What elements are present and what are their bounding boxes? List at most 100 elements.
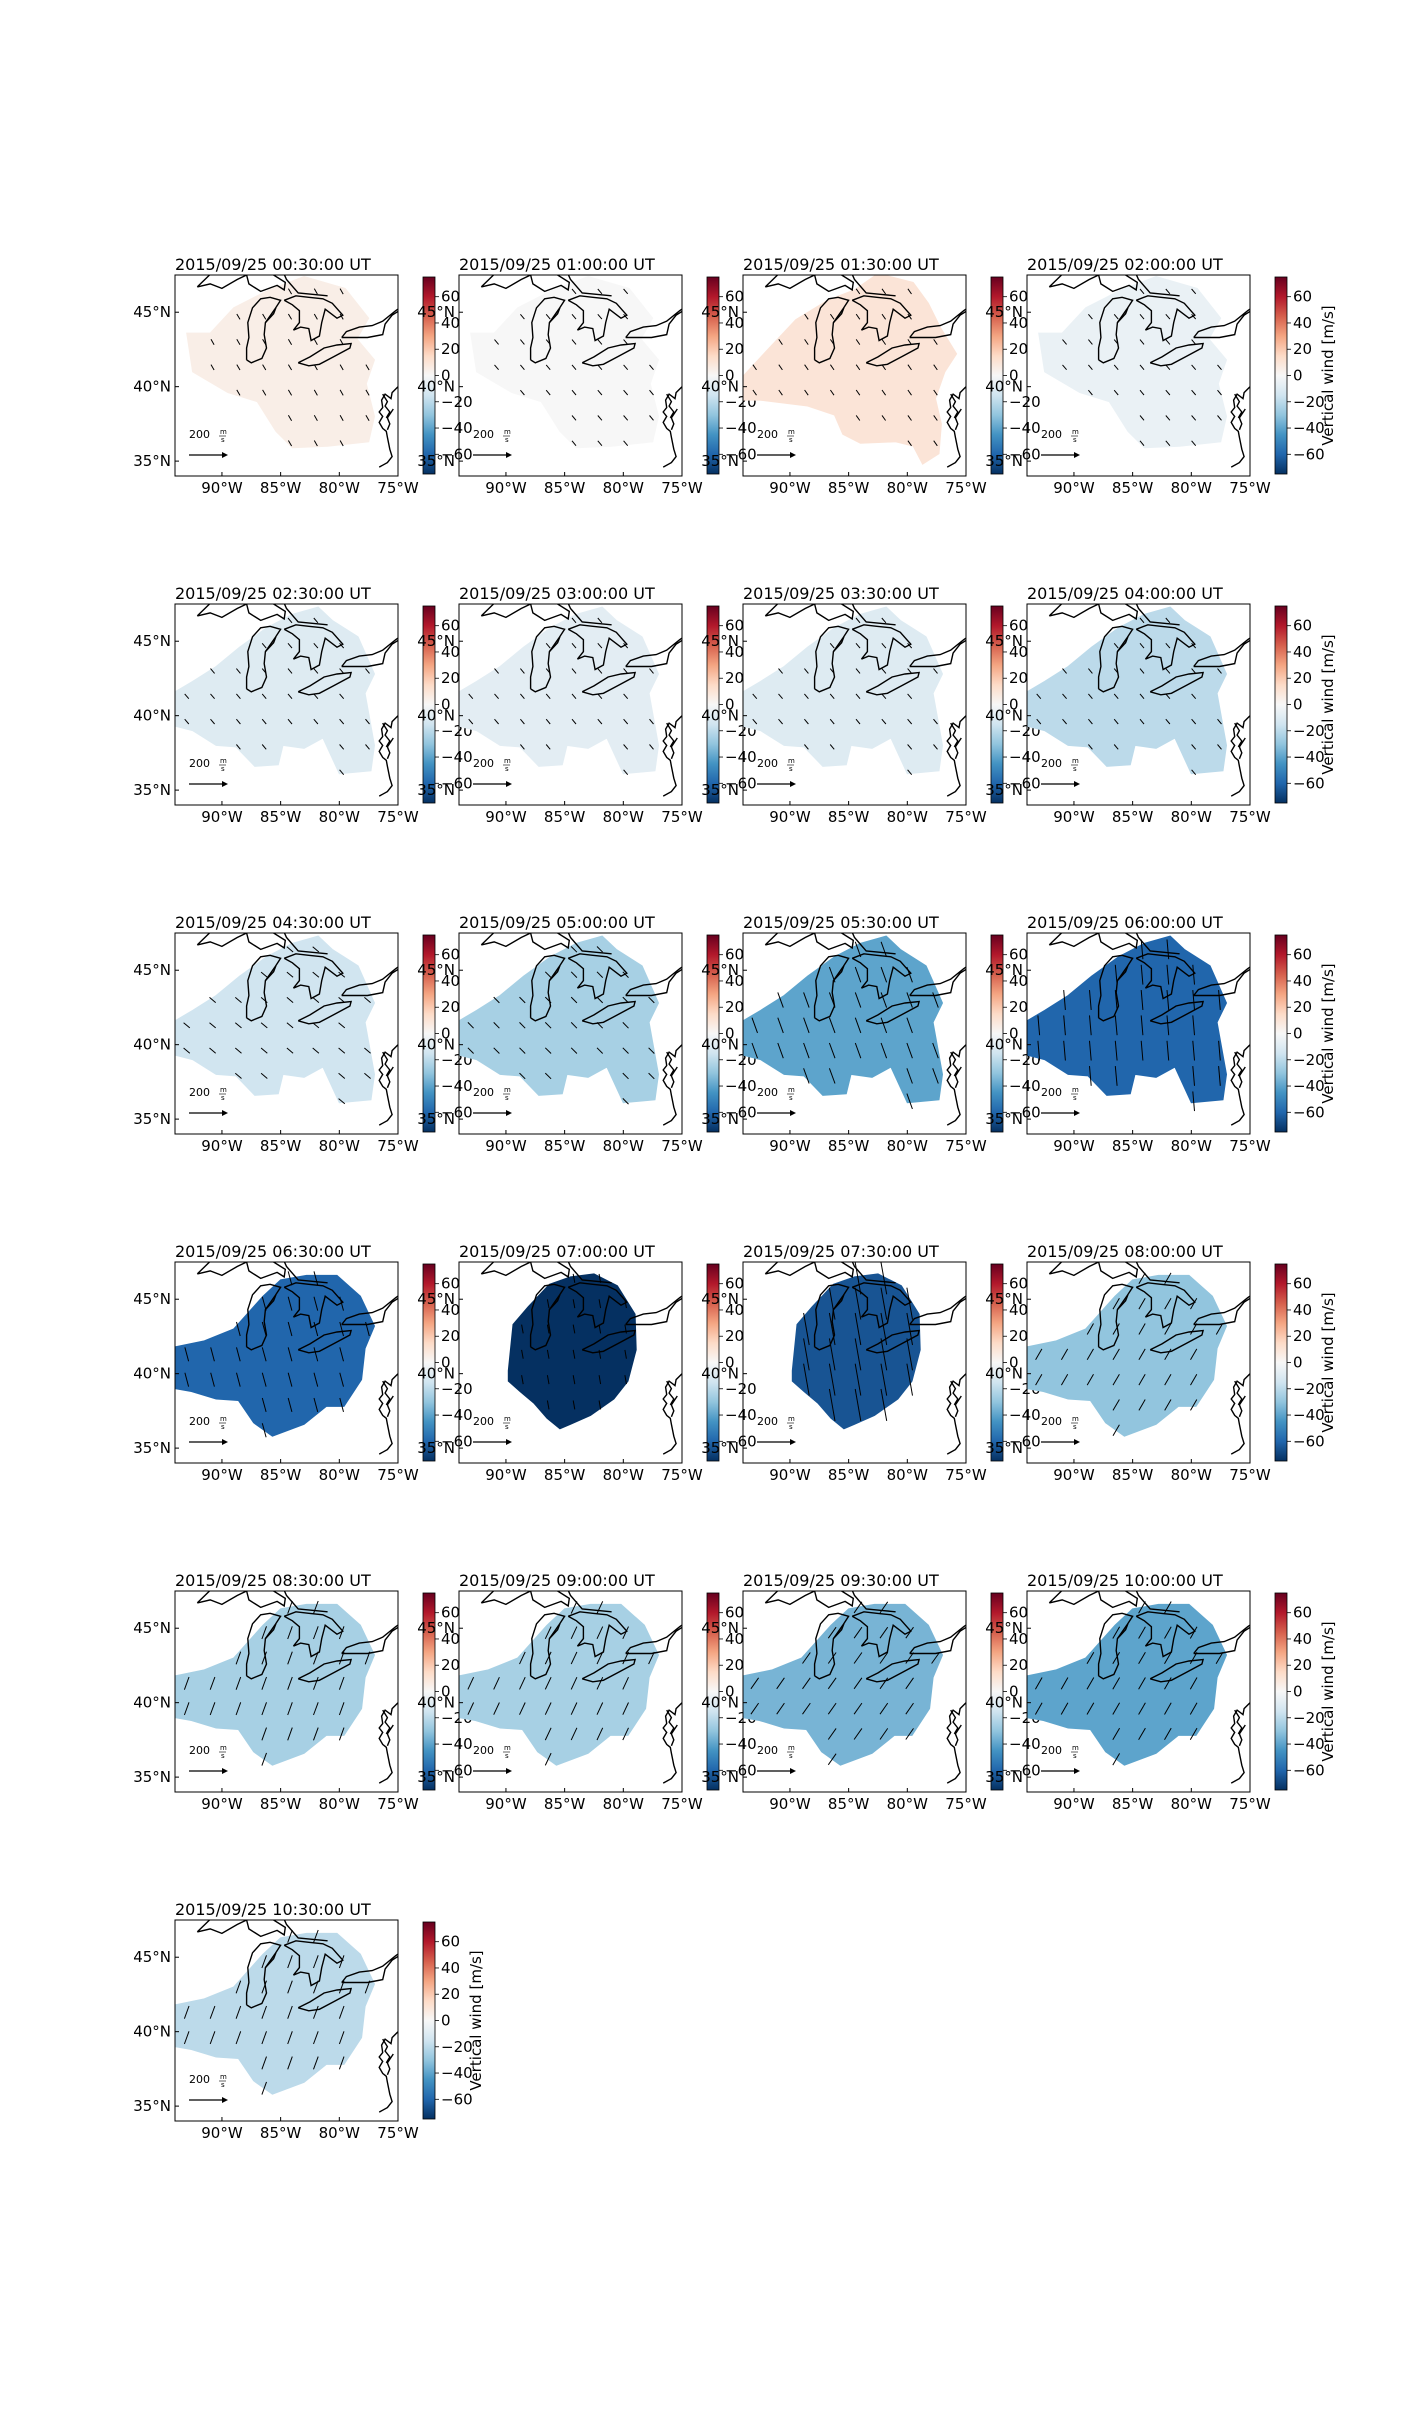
wind-vector [493,1022,500,1029]
coastline [965,1372,966,1374]
lon-tick-label: 85°W [1112,1795,1154,1813]
wind-vector [1138,1272,1146,1285]
wind-vector [1114,1015,1118,1036]
wind-vector [544,1752,552,1766]
wind-vector [803,992,810,1008]
wind-vector [597,693,603,700]
lon-tick-label: 80°W [319,2124,361,2142]
colorbar-tick-label: −20 [725,1380,757,1398]
coastline [386,1066,394,1089]
wind-vector [493,996,500,1004]
lon-tick-label: 80°W [1171,1795,1213,1813]
colorbar-tick-label: 60 [441,1933,460,1951]
coastline [1116,1623,1129,1640]
wind-vector [907,313,912,320]
colorbar-tick-label: 40 [441,643,460,661]
wind-vector [854,1017,862,1034]
wind-vector [1113,313,1119,320]
wind-vector [313,364,318,371]
wind-vector [312,997,320,1003]
wind-vector [881,364,887,371]
wind-vector [260,1022,268,1029]
lat-tick-label: 35°N [417,1768,455,1786]
panel-title: 2015/09/25 05:00:00 UT [459,913,655,932]
lon-tick-label: 90°W [485,1137,527,1155]
vertical-wind-field [743,606,944,775]
colorbar-tick-label: 0 [441,1683,451,1701]
axes-frame [742,274,967,477]
wind-vector [183,1702,190,1716]
wind-vector [235,1980,242,1994]
coastline [1193,637,1250,668]
wind-vector [235,2005,242,2019]
wind-vector [571,693,577,700]
coastline [283,275,328,297]
lon-tick-label: 80°W [887,1466,929,1484]
reference-vector-unit-num: m [788,757,795,765]
wind-vector [855,642,861,649]
wind-vector [545,693,551,700]
reference-vector-label: 200 [473,428,494,441]
wind-vector [313,2005,319,2019]
vertical-wind-field [1027,935,1228,1104]
colorbar-tick-label: −40 [1293,419,1325,437]
coastline [851,1262,896,1284]
colorbar-tick-label: −40 [725,748,757,766]
wind-vector [854,992,862,1008]
wind-vector [1191,744,1197,750]
panel-title: 2015/09/25 04:30:00 UT [175,913,371,932]
reference-vector-label: 200 [473,1086,494,1099]
coastline [1135,295,1196,342]
wind-vector [1062,718,1067,725]
lon-tick-label: 75°W [945,479,987,497]
wind-vector [338,1626,345,1640]
wind-vector [287,1600,293,1614]
coastline [548,1623,561,1640]
colorbar [1274,934,1288,1133]
wind-vector [338,1955,345,1969]
wind-vector [364,1980,371,1994]
coastline [341,1295,398,1326]
wind-vector [287,1955,293,1969]
colorbar-tick-label: 0 [1009,1683,1019,1701]
wind-vector [572,1299,576,1309]
wind-vector [1060,1348,1069,1361]
wind-vector [545,668,551,674]
coastline [1149,1658,1205,1683]
coastline [196,1920,287,1938]
wind-vector [313,1397,319,1413]
wind-vector [623,415,629,421]
lon-tick-label: 85°W [1112,1137,1154,1155]
coastline [283,1591,328,1613]
wind-vector [879,1626,889,1639]
wind-vector [907,642,913,649]
wind-vector [261,1321,267,1337]
wind-vector [933,440,938,447]
wind-vector [261,718,267,725]
wind-vector [1113,642,1119,649]
wind-vector [855,288,861,295]
wind-vector [1139,313,1145,320]
wind-vector [287,1702,293,1716]
wind-vector [1165,288,1171,295]
panel-title: 2015/09/25 02:00:00 UT [1027,255,1223,274]
coastline [950,1051,959,1077]
coastline [297,1000,353,1025]
wind-vector [545,389,551,396]
lat-tick-label: 45°N [133,303,171,321]
wind-vector [545,718,551,725]
lat-tick-label: 40°N [701,1365,739,1383]
wind-vector [313,642,319,649]
wind-vector [596,1022,604,1029]
coastline [382,393,391,419]
wind-vector [493,1047,500,1054]
colorbar-tick-label: 60 [725,617,744,635]
wind-vector [907,769,913,776]
wind-vector [776,1702,785,1715]
wind-vector [778,718,783,725]
wind-vector [855,339,861,345]
coastline [965,385,966,387]
colorbar-tick-label: 60 [441,946,460,964]
wind-vector [1139,440,1145,447]
